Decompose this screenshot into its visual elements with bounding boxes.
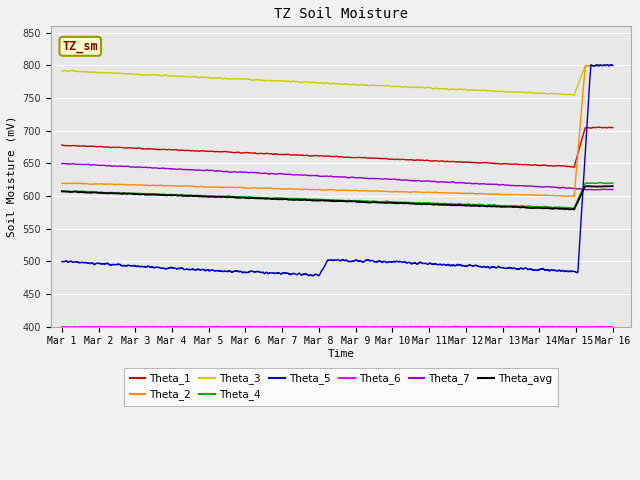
Legend: Theta_1, Theta_2, Theta_3, Theta_4, Theta_5, Theta_6, Theta_7, Theta_avg: Theta_1, Theta_2, Theta_3, Theta_4, Thet… bbox=[124, 368, 557, 406]
Title: TZ Soil Moisture: TZ Soil Moisture bbox=[274, 7, 408, 21]
X-axis label: Time: Time bbox=[328, 349, 355, 359]
Y-axis label: Soil Moisture (mV): Soil Moisture (mV) bbox=[7, 116, 17, 237]
Text: TZ_sm: TZ_sm bbox=[63, 40, 98, 53]
